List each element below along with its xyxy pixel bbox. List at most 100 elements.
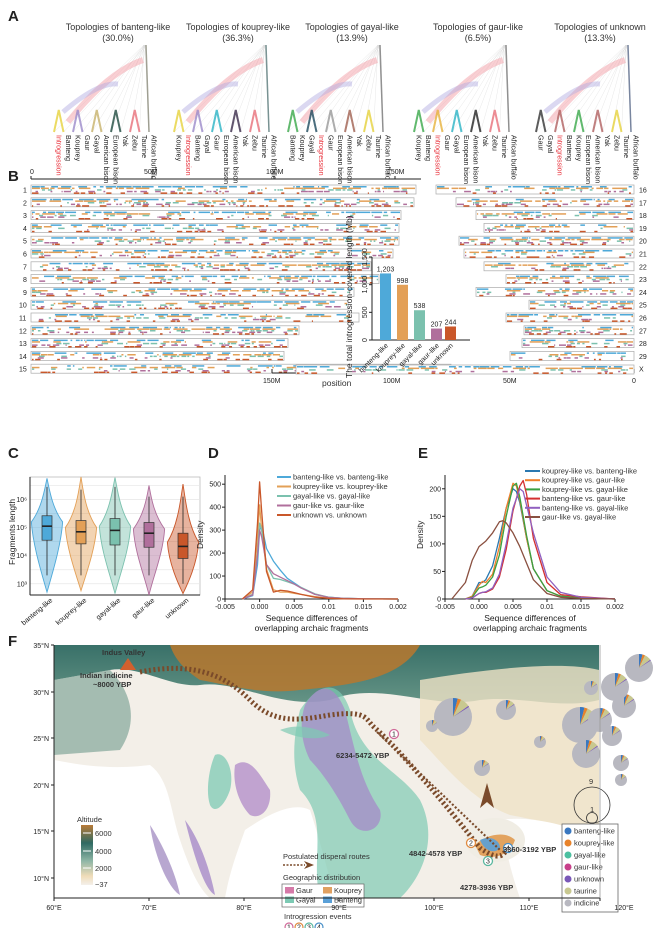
introgression-segment xyxy=(162,189,165,191)
introgression-segment xyxy=(268,200,277,202)
tree-branch xyxy=(592,44,627,133)
introgression-segment xyxy=(291,216,294,218)
introgression-segment xyxy=(458,187,467,190)
introgression-segment xyxy=(536,229,540,231)
introgression-segment xyxy=(193,288,207,290)
introgression-segment xyxy=(294,304,296,306)
introgression-segment xyxy=(54,214,57,217)
introgression-segment xyxy=(545,367,558,370)
introgression-segment xyxy=(74,352,76,354)
introgression-segment xyxy=(169,269,173,271)
introgression-segment xyxy=(194,302,210,305)
introgression-segment xyxy=(488,238,497,241)
introgression-segment xyxy=(179,192,183,194)
introgression-segment xyxy=(505,294,512,297)
introgression-segment xyxy=(553,290,560,292)
introgression-segment xyxy=(551,280,554,282)
density-line-4 xyxy=(465,488,616,600)
introgression-segment xyxy=(42,333,48,335)
introgression-segment xyxy=(242,290,251,292)
introgression-segment xyxy=(103,266,108,268)
introgression-segment xyxy=(203,227,206,230)
introgression-segment xyxy=(237,269,240,271)
introgression-segment xyxy=(32,186,40,188)
introgression-segment xyxy=(285,290,295,292)
introgression-segment xyxy=(297,264,312,266)
introgression-segment xyxy=(285,211,291,214)
chromosome-track xyxy=(523,325,635,336)
introgression-segment xyxy=(581,256,586,258)
introgression-segment xyxy=(566,346,573,348)
bottom-axis-tick-label: 0 xyxy=(632,378,636,385)
taxon-label: Gaur xyxy=(537,135,544,151)
introgression-segment xyxy=(404,366,410,368)
introgression-segment xyxy=(624,198,633,201)
introgression-segment xyxy=(554,189,557,191)
introgression-segment xyxy=(347,291,350,294)
introgression-segment xyxy=(187,269,189,271)
introgression-segment xyxy=(190,294,197,297)
introgression-segment xyxy=(58,216,65,218)
introgression-segment xyxy=(524,211,535,214)
introgression-segment xyxy=(222,198,226,201)
introgression-segment xyxy=(472,202,475,204)
introgression-segment xyxy=(334,253,339,255)
introgression-segment xyxy=(363,253,370,255)
introgression-segment xyxy=(531,330,539,332)
introgression-segment xyxy=(219,190,222,193)
introgression-segment xyxy=(214,293,217,295)
chromosome-track xyxy=(455,197,635,208)
introgression-segment xyxy=(619,278,623,281)
introgression-segment xyxy=(529,277,539,279)
taxon-label: Gaur xyxy=(327,135,334,151)
gayal-range-himalaya xyxy=(280,726,330,739)
c-y-tick-label: 10⁵ xyxy=(16,525,27,532)
introgression-segment xyxy=(559,288,563,290)
introgression-segment xyxy=(323,243,326,246)
introgression-segment xyxy=(581,366,596,368)
introgression-segment xyxy=(546,317,552,319)
introgression-segment xyxy=(331,264,338,266)
introgression-segment xyxy=(592,216,595,218)
introgression-segment xyxy=(521,251,528,254)
introgression-segment xyxy=(377,190,381,193)
introgression-segment xyxy=(517,318,524,321)
introgression-segment xyxy=(435,367,438,370)
introgression-segment xyxy=(545,278,548,281)
introgression-segment xyxy=(320,315,332,318)
introgression-segment xyxy=(512,282,516,284)
introgression-segment xyxy=(181,288,192,290)
introgression-segment xyxy=(144,290,156,292)
introgression-segment xyxy=(515,250,524,252)
introgression-segment xyxy=(589,288,602,290)
introgression-segment xyxy=(514,202,522,204)
introgression-segment xyxy=(574,357,578,359)
introgression-segment xyxy=(261,354,272,356)
introgression-segment xyxy=(581,242,588,244)
introgression-segment xyxy=(43,269,47,271)
introgression-segment xyxy=(162,354,178,356)
introgression-segment xyxy=(515,224,526,226)
introgression-segment xyxy=(170,314,180,316)
introgression-segment xyxy=(257,290,269,292)
introgression-segment xyxy=(527,367,530,370)
introgression-segment xyxy=(556,358,562,361)
introgression-segment xyxy=(290,211,298,214)
introgression-segment xyxy=(72,277,86,279)
introgression-segment xyxy=(107,227,113,230)
introgression-segment xyxy=(157,354,159,356)
introgression-segment xyxy=(106,203,112,206)
introgression-segment xyxy=(123,294,127,297)
introgression-segment xyxy=(504,229,506,231)
introgression-segment xyxy=(365,369,372,371)
introgression-segment xyxy=(354,282,358,284)
introgression-segment xyxy=(266,366,269,369)
taxon-label: Introgression xyxy=(556,135,563,176)
topology-tree: Banteng Kouprey Gayal Introgression Gaur Euro… xyxy=(287,44,391,184)
introgression-segment xyxy=(395,224,398,226)
introgression-segment xyxy=(265,218,269,220)
lon-tick-label: 70°E xyxy=(141,904,157,912)
introgression-segment xyxy=(189,237,196,239)
introgression-segment xyxy=(274,198,277,201)
introgression-segment xyxy=(369,282,373,284)
